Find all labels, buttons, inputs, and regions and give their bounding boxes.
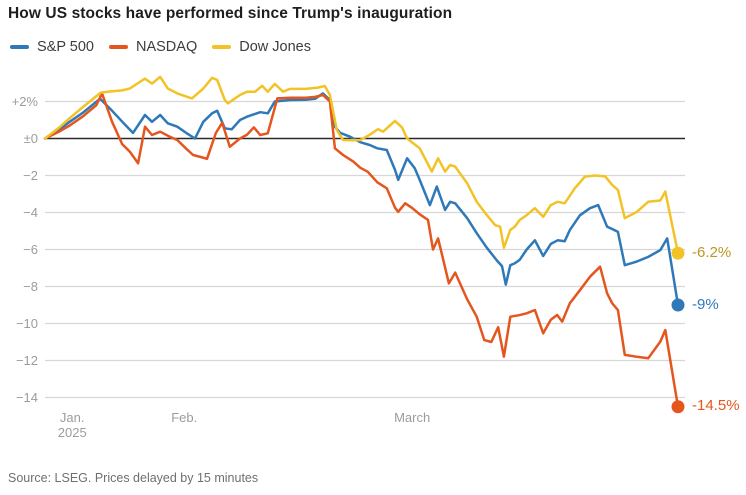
series-line-s-p-500 (43, 92, 680, 307)
end-label-dow-jones: -6.2% (692, 243, 732, 261)
x-tick-label: Jan. 2025 (27, 410, 117, 440)
legend-item-dow-jones: Dow Jones (212, 39, 311, 55)
chart-title: How US stocks have performed since Trump… (8, 5, 453, 22)
y-tick-label: −2 (23, 167, 38, 183)
legend-label: S&P 500 (37, 39, 94, 55)
x-tick-label: Feb. (171, 410, 198, 425)
chart-legend: S&P 500 NASDAQ Dow Jones (10, 39, 311, 55)
y-tick-label: +2% (11, 93, 38, 109)
legend-swatch-nasdaq (108, 45, 128, 49)
legend-swatch-s-p-500 (10, 45, 29, 49)
y-tick-label: −4 (23, 204, 38, 220)
end-label-nasdaq: -14.5% (692, 397, 740, 415)
y-tick-label: −12 (15, 352, 38, 368)
end-dot-nasdaq (671, 400, 685, 414)
legend-label: Dow Jones (239, 39, 311, 55)
y-tick-label: −8 (23, 278, 38, 294)
x-tick-label: March (394, 410, 431, 425)
source-note: Source: LSEG. Prices delayed by 15 minut… (8, 471, 259, 485)
y-tick-label: −14 (15, 389, 38, 405)
legend-item-s-p-500: S&P 500 (10, 39, 94, 55)
legend-label: NASDAQ (135, 39, 198, 55)
series-line-dow-jones (43, 75, 680, 255)
x-tick-sublabel: 2025 (57, 425, 87, 440)
end-dot-s-p-500 (671, 298, 685, 312)
legend-item-nasdaq: NASDAQ (108, 39, 198, 55)
legend-swatch-dow-jones (212, 45, 232, 49)
y-tick-label: −10 (15, 315, 38, 331)
y-tick-label: ±0 (23, 130, 38, 146)
series-line-nasdaq (43, 92, 680, 409)
end-dot-dow-jones (671, 246, 685, 260)
y-tick-label: −6 (23, 241, 38, 257)
end-label-s-p-500: -9% (692, 295, 719, 313)
